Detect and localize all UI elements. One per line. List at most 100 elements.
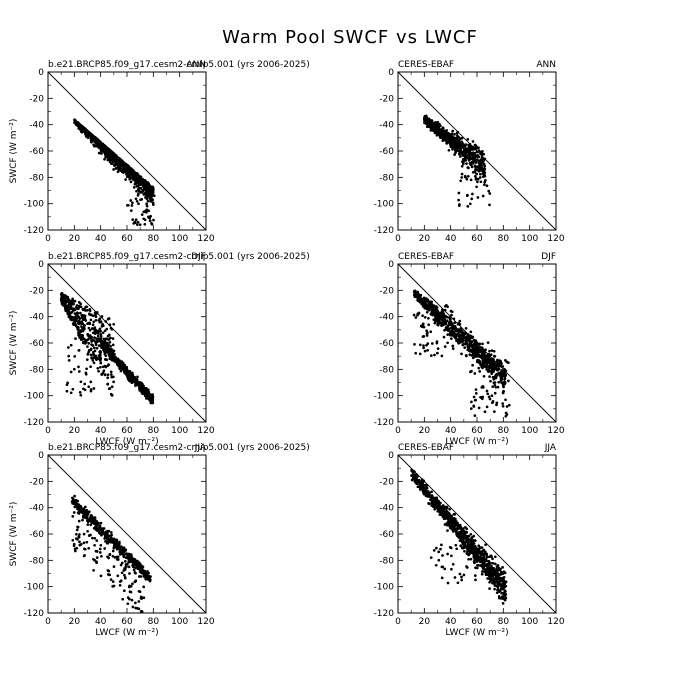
data-point: [456, 134, 459, 138]
data-point: [486, 392, 490, 396]
y-tick-label: -20: [379, 94, 394, 104]
panel-season-label: ANN: [536, 60, 556, 70]
data-point: [87, 321, 90, 325]
x-tick-label: 20: [69, 234, 81, 244]
data-point: [426, 300, 430, 303]
data-point: [135, 377, 138, 381]
data-point: [100, 152, 103, 155]
data-point: [73, 355, 77, 358]
y-tick-label: -20: [29, 477, 44, 487]
data-point: [87, 349, 91, 352]
data-point: [98, 365, 102, 369]
figure-title: Warm Pool SWCF vs LWCF: [222, 27, 478, 48]
data-point: [77, 301, 81, 304]
data-point: [426, 348, 430, 352]
data-point: [128, 597, 131, 601]
data-point: [83, 327, 86, 331]
data-point: [144, 184, 147, 188]
data-point: [80, 320, 83, 324]
data-point: [126, 554, 130, 558]
data-point: [77, 365, 80, 369]
one-to-one-line: [47, 71, 207, 231]
y-tick-label: -80: [379, 173, 394, 183]
data-point: [69, 307, 72, 310]
data-point: [501, 384, 505, 388]
data-point: [75, 546, 79, 550]
data-point: [482, 162, 486, 166]
data-point: [94, 343, 98, 347]
data-point: [486, 361, 490, 364]
data-point: [467, 143, 470, 147]
panel-2: 0 20 40 60 80 100 1200-20-40-60-80-100-120CERE…: [374, 60, 565, 244]
data-point: [461, 152, 465, 155]
y-tick-label: -20: [379, 286, 394, 296]
data-point: [440, 354, 444, 358]
y-tick-label: -60: [29, 147, 44, 157]
data-point: [146, 193, 149, 197]
data-point: [436, 347, 440, 350]
data-point: [102, 348, 105, 352]
x-tick-label: 100: [171, 426, 188, 436]
data-point: [98, 329, 102, 333]
y-tick-label: -80: [29, 173, 44, 183]
panel-3: 0 20 40 60 80 100 1200-20-40-60-80-100-120b.e2…: [9, 252, 310, 447]
data-point: [142, 182, 146, 185]
data-point: [109, 531, 113, 534]
data-point: [454, 149, 458, 153]
data-point: [85, 367, 88, 371]
data-point: [83, 388, 87, 392]
data-point: [490, 555, 493, 558]
data-point: [448, 134, 451, 137]
y-tick-label: -60: [379, 147, 394, 157]
x-tick-label: 60: [121, 234, 133, 244]
data-point: [137, 600, 141, 603]
data-point: [104, 337, 108, 341]
panel-case-label: b.e21.BRCP85.f09_g17.cesm2-cmip5.001 (yr…: [48, 60, 310, 70]
data-point: [130, 598, 134, 602]
data-point: [493, 381, 497, 384]
data-point: [457, 141, 461, 145]
data-point: [93, 329, 97, 332]
data-point: [96, 334, 100, 338]
data-point: [507, 361, 510, 365]
data-point: [77, 333, 80, 337]
data-point: [421, 322, 425, 326]
data-point: [115, 166, 119, 170]
data-point: [465, 341, 468, 345]
data-point: [460, 340, 464, 343]
data-point: [111, 349, 114, 353]
data-point: [480, 162, 483, 166]
data-point: [97, 140, 100, 144]
data-point: [443, 345, 447, 348]
data-point: [94, 549, 98, 553]
panel-case-label: b.e21.BRCP85.f09_g17.cesm2-cmip5.001 (yr…: [48, 443, 310, 453]
x-tick-label: 0: [45, 426, 51, 436]
data-point: [113, 357, 117, 361]
y-tick-label: -120: [374, 226, 395, 236]
data-point: [129, 375, 133, 379]
data-point: [75, 528, 79, 532]
data-point: [99, 337, 103, 340]
data-point: [76, 326, 79, 330]
y-tick-label: -20: [29, 286, 44, 296]
data-point: [416, 294, 419, 297]
x-tick-label: 40: [95, 234, 107, 244]
y-tick-label: -100: [374, 200, 395, 210]
data-point: [118, 161, 122, 164]
data-point: [483, 183, 486, 187]
y-tick-label: -60: [379, 339, 394, 349]
x-axis-label: LWCF (W m⁻²): [95, 628, 158, 638]
data-point: [487, 189, 491, 193]
data-point: [86, 520, 90, 524]
data-point: [77, 349, 81, 352]
data-point: [71, 515, 75, 518]
data-point: [494, 373, 498, 377]
data-point: [77, 519, 81, 523]
data-point: [134, 559, 138, 563]
data-point: [135, 180, 139, 183]
data-point: [476, 155, 480, 159]
data-point: [91, 359, 95, 362]
data-point: [447, 148, 451, 152]
data-point: [427, 502, 431, 506]
data-point: [445, 142, 449, 145]
